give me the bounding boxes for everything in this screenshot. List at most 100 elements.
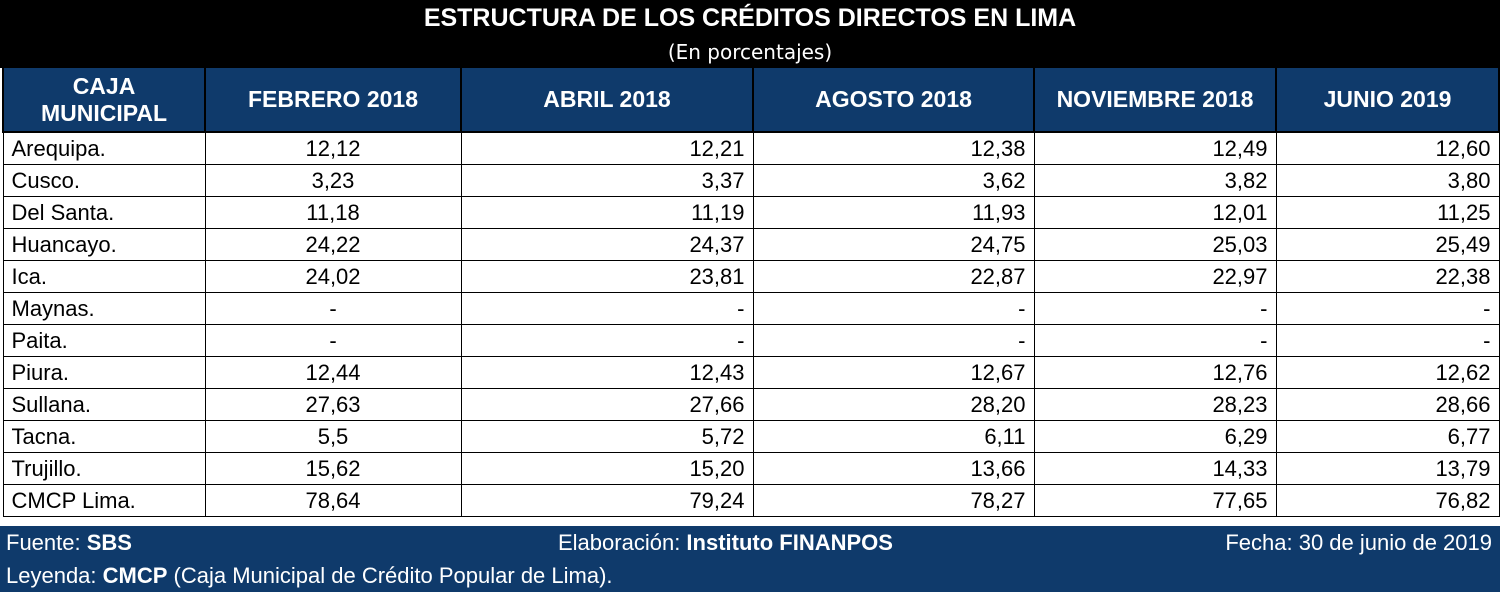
table-cell: 3,80 bbox=[1275, 164, 1500, 197]
table-cell: 13,79 bbox=[1275, 452, 1500, 485]
table-cell: 22,38 bbox=[1275, 260, 1500, 293]
row-label: Maynas. bbox=[2, 292, 206, 325]
row-label: Piura. bbox=[2, 356, 206, 389]
table-cell: - bbox=[460, 324, 754, 357]
header-row: CAJA MUNICIPAL FEBRERO 2018 ABRIL 2018 A… bbox=[2, 68, 1500, 133]
row-label: Huancayo. bbox=[2, 228, 206, 261]
table-cell: 28,23 bbox=[1033, 388, 1277, 421]
table-cell: 12,60 bbox=[1275, 131, 1500, 165]
table-cell: 24,75 bbox=[752, 228, 1035, 261]
table-cell: 3,62 bbox=[752, 164, 1035, 197]
table-cell: 25,03 bbox=[1033, 228, 1277, 261]
table-row: Arequipa. 12,12 12,21 12,38 12,49 12,60 bbox=[2, 131, 1500, 165]
legend-note: Leyenda: CMCP (Caja Municipal de Crédito… bbox=[6, 563, 613, 589]
table-cell: - bbox=[1033, 292, 1277, 325]
table-cell: 12,44 bbox=[204, 356, 462, 389]
table-cell: 6,29 bbox=[1033, 420, 1277, 453]
table-cell: 12,49 bbox=[1033, 131, 1277, 165]
title-bar: ESTRUCTURA DE LOS CRÉDITOS DIRECTOS EN L… bbox=[0, 0, 1500, 68]
table-cell: 12,43 bbox=[460, 356, 754, 389]
table-cell: 11,19 bbox=[460, 196, 754, 229]
table-cell: 12,76 bbox=[1033, 356, 1277, 389]
table-cell: - bbox=[752, 292, 1035, 325]
table-cell: - bbox=[460, 292, 754, 325]
table-cell: 12,67 bbox=[752, 356, 1035, 389]
col-header-noviembre-2018: NOVIEMBRE 2018 bbox=[1033, 68, 1277, 133]
table-row: Paita. - - - - - bbox=[2, 324, 1500, 357]
table-subtitle: (En porcentajes) bbox=[667, 40, 833, 64]
table-title: ESTRUCTURA DE LOS CRÉDITOS DIRECTOS EN L… bbox=[423, 4, 1077, 32]
table-cell: 28,66 bbox=[1275, 388, 1500, 421]
elaboration-note: Elaboración: Instituto FINANPOS bbox=[558, 530, 893, 556]
table-row: Sullana. 27,63 27,66 28,20 28,23 28,66 bbox=[2, 388, 1500, 421]
row-label: Arequipa. bbox=[2, 131, 206, 165]
table-row: Cusco. 3,23 3,37 3,62 3,82 3,80 bbox=[2, 164, 1500, 197]
table-body: Arequipa. 12,12 12,21 12,38 12,49 12,60 Cusco.… bbox=[2, 131, 1500, 517]
table-cell: 6,77 bbox=[1275, 420, 1500, 453]
table-cell: - bbox=[752, 324, 1035, 357]
table-cell: 12,38 bbox=[752, 131, 1035, 165]
table-cell: 3,37 bbox=[460, 164, 754, 197]
table-footer: Fuente: SBS Elaboración: Instituto FINAN… bbox=[0, 526, 1500, 592]
table-cell: 25,49 bbox=[1275, 228, 1500, 261]
col-header-junio-2019: JUNIO 2019 bbox=[1275, 68, 1500, 133]
elab-label: Elaboración: bbox=[558, 530, 687, 555]
table-row: Maynas. - - - - - bbox=[2, 292, 1500, 325]
table-cell: 12,21 bbox=[460, 131, 754, 165]
table-cell: - bbox=[1033, 324, 1277, 357]
table-cell: 27,63 bbox=[204, 388, 462, 421]
row-label: Cusco. bbox=[2, 164, 206, 197]
col-header-agosto-2018: AGOSTO 2018 bbox=[752, 68, 1035, 133]
table-cell: 78,27 bbox=[752, 484, 1035, 517]
table-cell: 24,37 bbox=[460, 228, 754, 261]
source-label: Fuente: bbox=[6, 530, 87, 555]
table-row: Trujillo. 15,62 15,20 13,66 14,33 13,79 bbox=[2, 452, 1500, 485]
table-cell: 12,12 bbox=[204, 131, 462, 165]
table-row: CMCP Lima. 78,64 79,24 78,27 77,65 76,82 bbox=[2, 484, 1500, 517]
table-cell: 22,87 bbox=[752, 260, 1035, 293]
table-cell: 12,01 bbox=[1033, 196, 1277, 229]
table-cell: 28,20 bbox=[752, 388, 1035, 421]
table-cell: - bbox=[204, 292, 462, 325]
table-cell: 23,81 bbox=[460, 260, 754, 293]
table-cell: 76,82 bbox=[1275, 484, 1500, 517]
table-cell: 24,22 bbox=[204, 228, 462, 261]
table-cell: 11,18 bbox=[204, 196, 462, 229]
table-cell: 5,72 bbox=[460, 420, 754, 453]
table-cell: 11,25 bbox=[1275, 196, 1500, 229]
table-cell: 78,64 bbox=[204, 484, 462, 517]
table-row: Huancayo. 24,22 24,37 24,75 25,03 25,49 bbox=[2, 228, 1500, 261]
row-label: Paita. bbox=[2, 324, 206, 357]
table-row: Piura. 12,44 12,43 12,67 12,76 12,62 bbox=[2, 356, 1500, 389]
table-row: Ica. 24,02 23,81 22,87 22,97 22,38 bbox=[2, 260, 1500, 293]
table-cell: 15,20 bbox=[460, 452, 754, 485]
table-cell: 15,62 bbox=[204, 452, 462, 485]
table-cell: 12,62 bbox=[1275, 356, 1500, 389]
col-header-abril-2018: ABRIL 2018 bbox=[460, 68, 754, 133]
data-table: CAJA MUNICIPAL FEBRERO 2018 ABRIL 2018 A… bbox=[2, 68, 1500, 517]
legend-label: Leyenda: bbox=[6, 563, 103, 588]
table-cell: 13,66 bbox=[752, 452, 1035, 485]
row-label: Trujillo. bbox=[2, 452, 206, 485]
table-cell: - bbox=[1275, 292, 1500, 325]
date-note: Fecha: 30 de junio de 2019 bbox=[1225, 530, 1492, 555]
table-cell: 24,02 bbox=[204, 260, 462, 293]
table-cell: 14,33 bbox=[1033, 452, 1277, 485]
table-cell: 79,24 bbox=[460, 484, 754, 517]
row-label: CMCP Lima. bbox=[2, 484, 206, 517]
table-cell: 11,93 bbox=[752, 196, 1035, 229]
table-cell: - bbox=[1275, 324, 1500, 357]
table-cell: - bbox=[204, 324, 462, 357]
table-row: Del Santa. 11,18 11,19 11,93 12,01 11,25 bbox=[2, 196, 1500, 229]
row-label: Tacna. bbox=[2, 420, 206, 453]
table-cell: 77,65 bbox=[1033, 484, 1277, 517]
row-label: Ica. bbox=[2, 260, 206, 293]
table-cell: 27,66 bbox=[460, 388, 754, 421]
legend-desc: (Caja Municipal de Crédito Popular de Li… bbox=[167, 563, 613, 588]
table-cell: 6,11 bbox=[752, 420, 1035, 453]
row-label: Sullana. bbox=[2, 388, 206, 421]
source-note: Fuente: SBS bbox=[6, 530, 132, 556]
table-cell: 3,82 bbox=[1033, 164, 1277, 197]
table-cell: 3,23 bbox=[204, 164, 462, 197]
